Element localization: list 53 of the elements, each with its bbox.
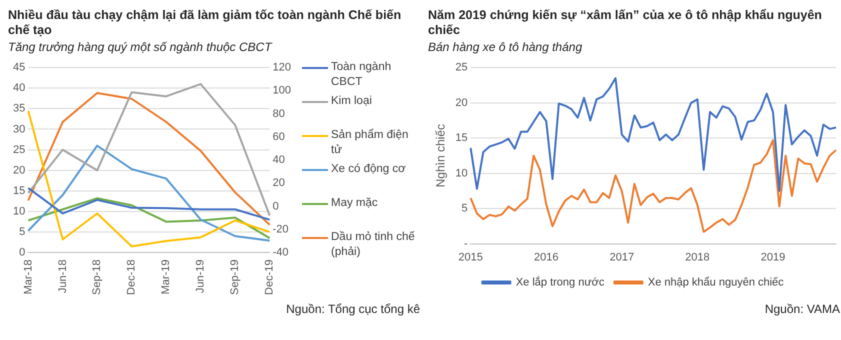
x-tick-label: 2017 xyxy=(610,251,634,264)
y2-tick-label: 20 xyxy=(272,177,285,190)
y-tick-label: 10 xyxy=(12,205,26,218)
legend-label: May mặc xyxy=(331,196,378,211)
x-tick-label: 2016 xyxy=(534,251,558,264)
y-tick-label: 15 xyxy=(455,132,468,144)
y2-tick-label: -40 xyxy=(272,246,289,259)
x-tick-label: Jun-18 xyxy=(56,260,69,294)
y-tick-label: 30 xyxy=(12,123,26,136)
y-tick-label: - xyxy=(464,238,468,250)
legend-label: Toàn ngành CBCT xyxy=(331,60,392,90)
chart-title: Nhiều đầu tàu chạy chậm lại đã làm giảm tốc toàn ngành Chế biến chế tạo xyxy=(8,8,402,39)
y-tick-label: 5 xyxy=(462,202,468,215)
x-tick-label: 2019 xyxy=(760,251,786,264)
x-tick-label: 2015 xyxy=(458,251,483,264)
y-tick-label: 20 xyxy=(12,164,26,176)
legend-label: Xe lắp trong nước xyxy=(516,276,605,289)
y-tick-label: 25 xyxy=(455,62,468,74)
y-tick-label: 45 xyxy=(12,62,26,74)
y-tick-label: 0 xyxy=(19,246,26,259)
chart-subtitle: Tăng trưởng hàng quý một số ngành thuộc CBCT xyxy=(8,40,274,56)
chart-title: Năm 2019 chứng kiến sự “xâm lấn” của xe ô tô nhập khẩu nguyên chiếc xyxy=(428,8,823,39)
y2-tick-label: 0 xyxy=(272,200,279,212)
x-tick-label: Mar-18 xyxy=(22,260,34,294)
y2-tick-label: 80 xyxy=(272,108,285,120)
y-axis-title: Nghìn chiếc xyxy=(434,124,448,188)
legend-label: Xe nhập khẩu nguyên chiếc xyxy=(648,276,784,289)
y-tick-label: 20 xyxy=(455,96,468,109)
legend-label: Kim loại xyxy=(331,94,372,109)
y2-tick-label: 120 xyxy=(272,62,292,74)
y2-tick-label: 100 xyxy=(272,84,292,97)
y-tick-label: 10 xyxy=(455,167,468,180)
y-tick-label: 35 xyxy=(12,102,26,115)
x-tick-label: Sep-18 xyxy=(91,260,104,296)
legend-label: Dầu mỏ tinh chế (phải) xyxy=(331,230,416,260)
y-tick-label: 25 xyxy=(12,144,26,156)
x-tick-label: Jun-19 xyxy=(194,260,207,294)
x-tick-label: Mar-19 xyxy=(160,260,172,294)
y-tick-label: 5 xyxy=(19,226,26,238)
chart-subtitle: Bán hàng xe ô tô hàng tháng xyxy=(428,40,584,56)
y2-tick-label: 60 xyxy=(272,130,285,143)
y2-tick-label: 40 xyxy=(272,154,285,166)
legend-label: Xe có động cơ xyxy=(331,162,406,177)
text: Nguồn: VAMA xyxy=(764,302,840,316)
y-tick-label: 15 xyxy=(12,184,26,197)
text: Nguồn: Tổng cục tổng kê xyxy=(285,302,420,316)
x-tick-label: Dec-19 xyxy=(264,260,276,295)
legend-label: Sản phẩm điện tử xyxy=(331,128,410,158)
y2-tick-label: -20 xyxy=(272,223,289,236)
x-tick-label: Sep-19 xyxy=(229,260,242,296)
y-tick-label: 40 xyxy=(12,82,26,94)
x-tick-label: Dec-18 xyxy=(126,260,138,295)
x-tick-label: 2018 xyxy=(685,251,710,264)
